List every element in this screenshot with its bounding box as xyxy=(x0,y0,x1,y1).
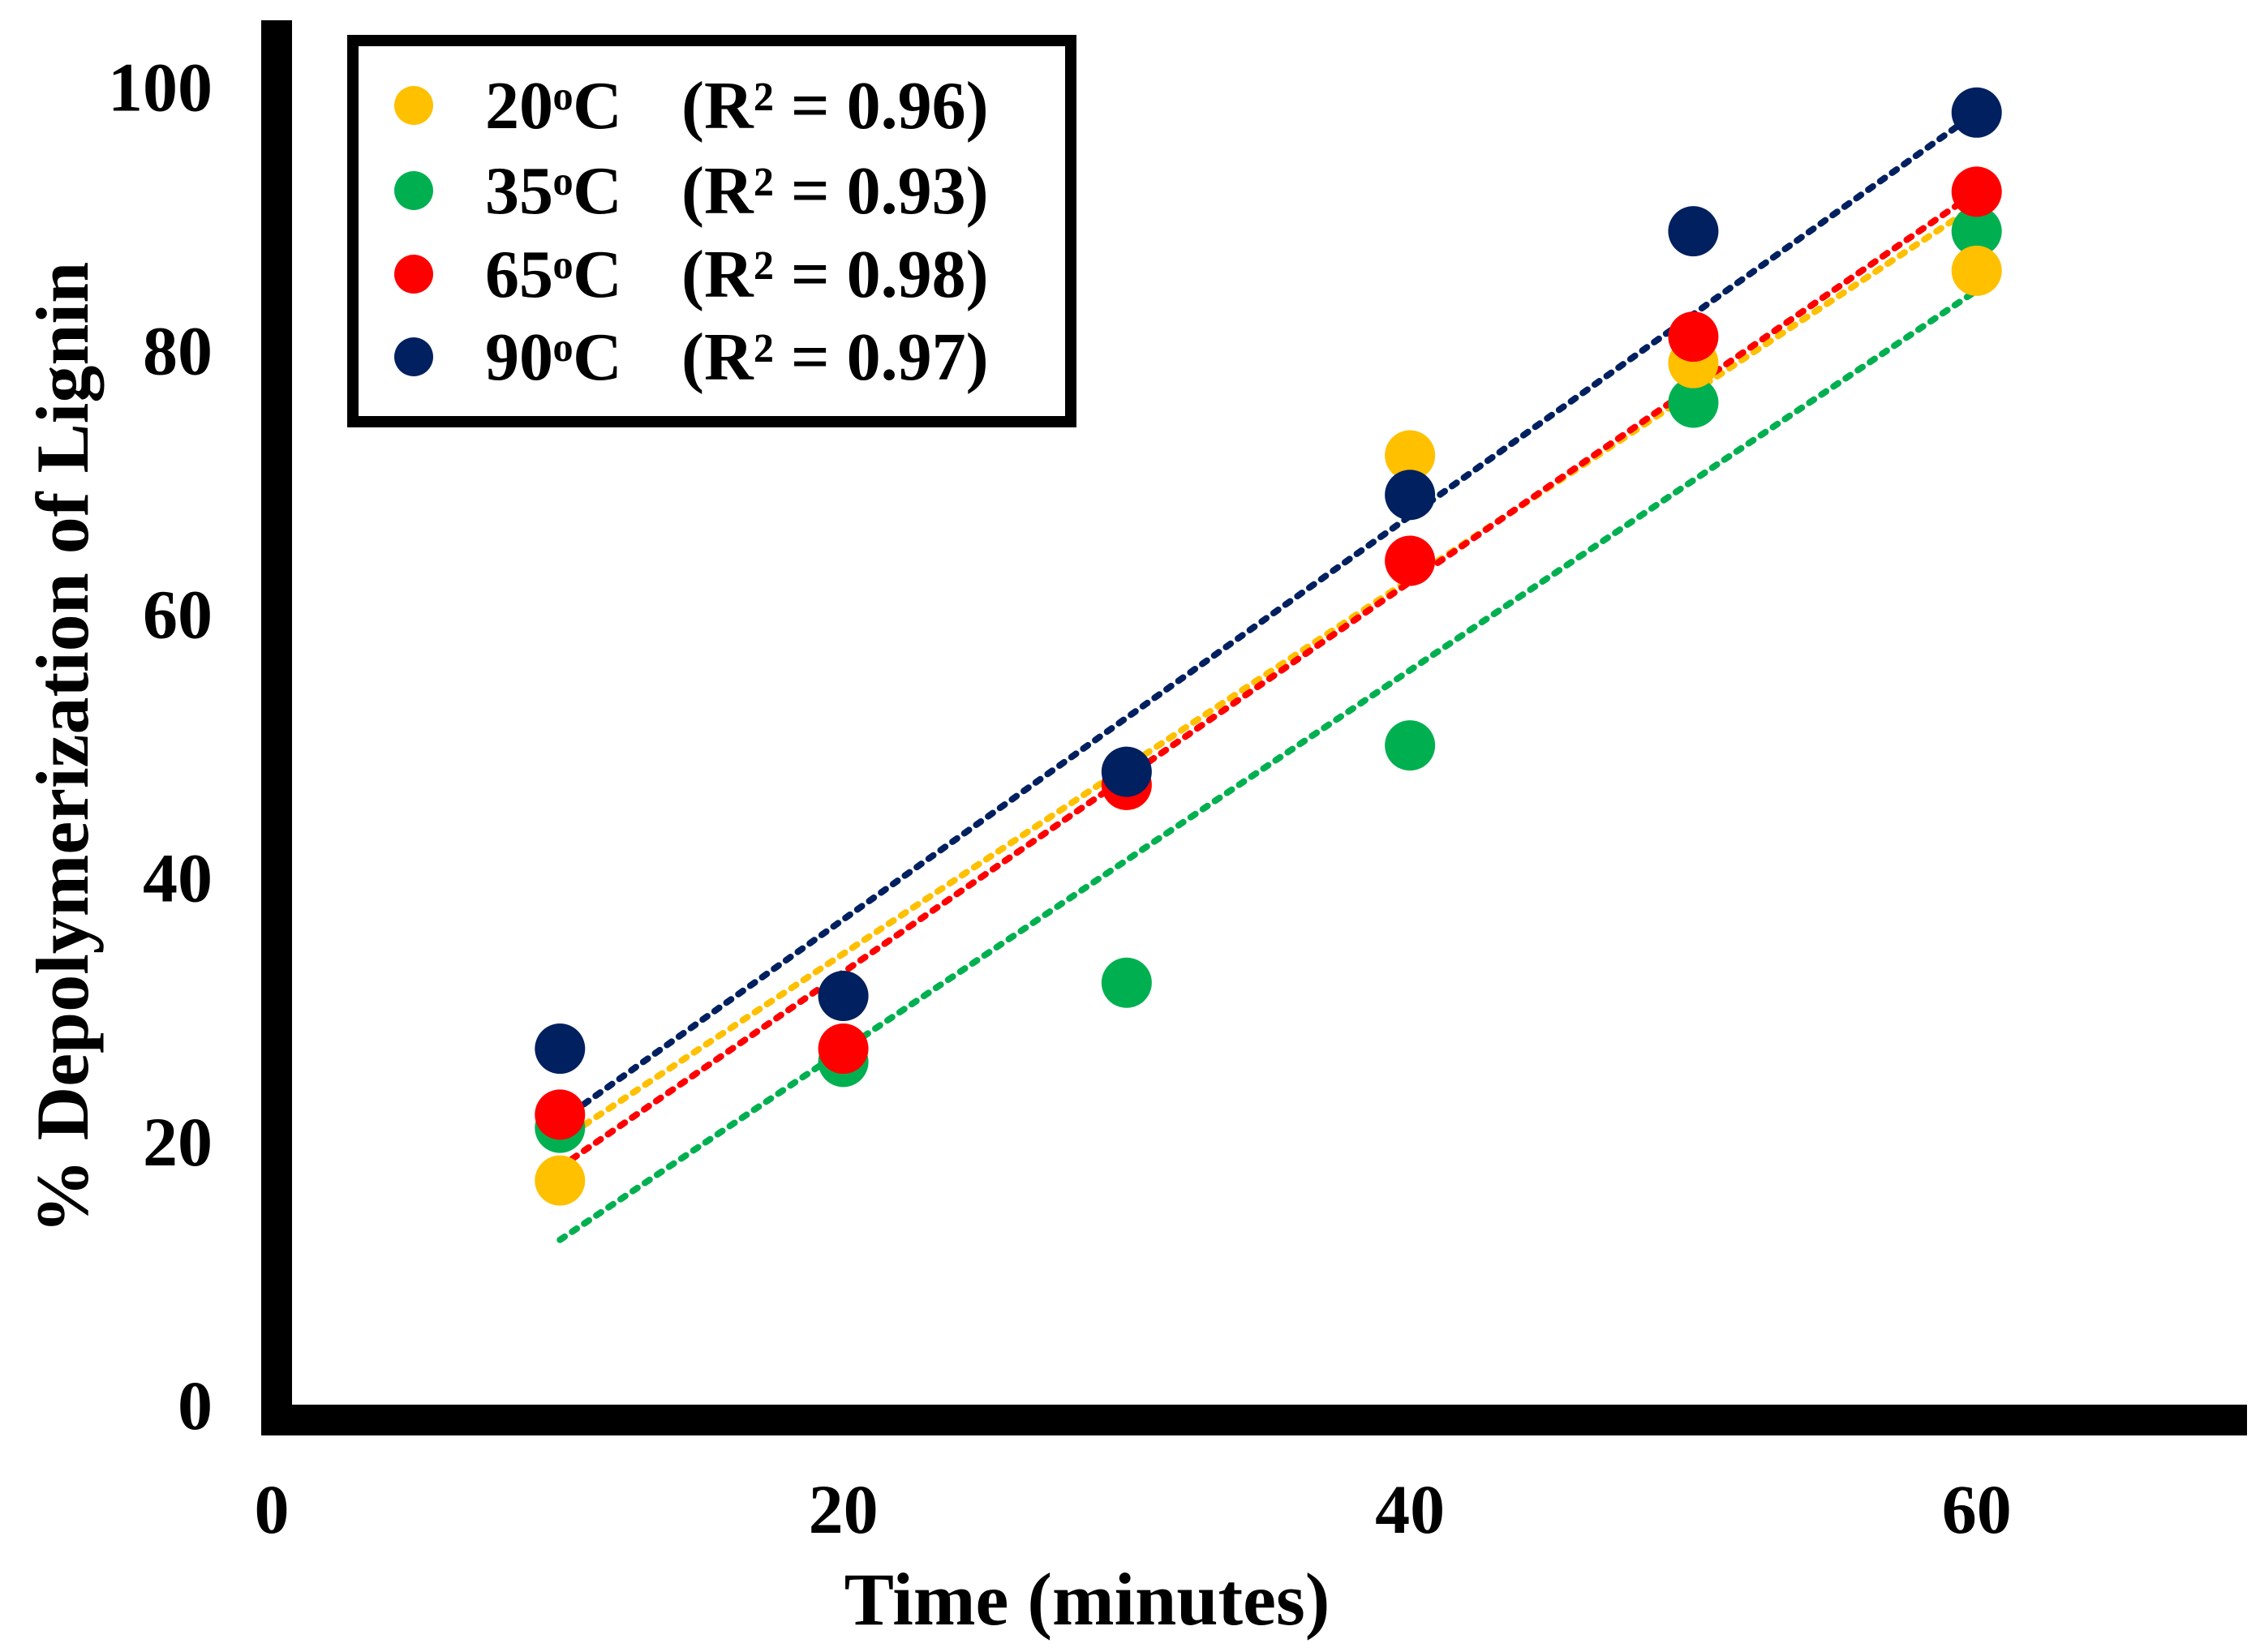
trendline-90c xyxy=(556,109,1980,1125)
y-axis-title: % Depolymerization of Lignin xyxy=(21,262,104,1234)
y-tick-label: 40 xyxy=(143,839,213,917)
axes xyxy=(261,20,2247,1435)
point-35c-30min xyxy=(1101,957,1152,1008)
point-20c-40min xyxy=(1385,430,1436,481)
point-35c-50min xyxy=(1668,377,1719,428)
point-90c-20min xyxy=(818,971,869,1022)
point-90c-10min xyxy=(535,1023,586,1075)
legend-r2-65c: (R² = 0.98) xyxy=(681,237,989,312)
y-tick-label: 80 xyxy=(143,311,213,389)
legend-r2-90c: (R² = 0.97) xyxy=(681,320,989,395)
x-tick-label: 60 xyxy=(1942,1470,2012,1548)
y-tick-label: 0 xyxy=(178,1367,213,1444)
trendline-35c xyxy=(556,287,1980,1243)
x-tick-labels: 0 20 40 60 xyxy=(255,1470,2012,1548)
data-points xyxy=(535,87,2002,1206)
legend-marker-90c xyxy=(394,337,433,376)
point-65c-10min xyxy=(535,1089,586,1140)
point-35c-60min xyxy=(1951,206,2002,257)
y-tick-label: 20 xyxy=(143,1103,213,1181)
point-20c-60min xyxy=(1951,245,2002,296)
x-axis-title: Time (minutes) xyxy=(844,1558,1330,1641)
legend: 20ᵒC (R² = 0.96) 35ᵒC (R² = 0.93) 65ᵒC (R² = … xyxy=(347,35,1076,427)
legend-box xyxy=(347,35,1076,427)
point-65c-40min xyxy=(1385,535,1436,586)
legend-r2-20c: (R² = 0.96) xyxy=(681,68,989,144)
point-90c-50min xyxy=(1668,206,1719,257)
x-tick-label: 40 xyxy=(1375,1470,1445,1548)
legend-label-35c: 35ᵒC xyxy=(485,153,622,229)
trendlines xyxy=(556,109,1980,1243)
point-65c-50min xyxy=(1668,311,1719,363)
y-axis-line xyxy=(261,20,292,1435)
legend-label-65c: 65ᵒC xyxy=(485,237,622,312)
y-tick-label: 60 xyxy=(143,576,213,654)
y-tick-labels: 0 20 40 60 80 100 xyxy=(108,48,213,1444)
legend-marker-35c xyxy=(394,171,433,210)
point-90c-60min xyxy=(1951,87,2002,138)
point-20c-10min xyxy=(535,1155,586,1206)
trendline-65c xyxy=(556,188,1980,1171)
x-axis-line xyxy=(261,1405,2247,1435)
trendline-20c xyxy=(556,201,1980,1144)
legend-label-90c: 90ᵒC xyxy=(485,320,622,395)
x-tick-label: 0 xyxy=(255,1470,290,1548)
point-90c-40min xyxy=(1385,470,1436,521)
point-65c-60min xyxy=(1951,166,2002,217)
point-65c-20min xyxy=(818,1023,869,1075)
legend-marker-65c xyxy=(394,255,433,294)
x-tick-label: 20 xyxy=(809,1470,879,1548)
legend-label-20c: 20ᵒC xyxy=(485,68,622,144)
point-35c-40min xyxy=(1385,720,1436,771)
legend-marker-20c xyxy=(394,86,433,125)
point-90c-30min xyxy=(1101,746,1152,797)
y-tick-label: 100 xyxy=(108,48,213,126)
legend-r2-35c: (R² = 0.93) xyxy=(681,153,989,229)
